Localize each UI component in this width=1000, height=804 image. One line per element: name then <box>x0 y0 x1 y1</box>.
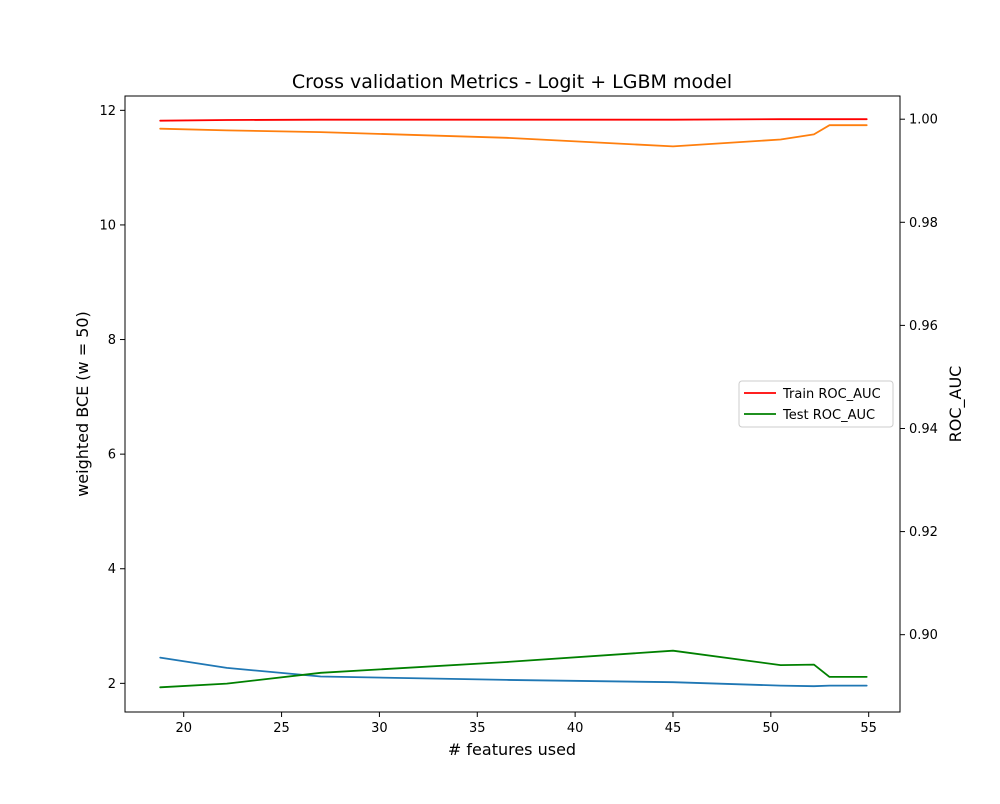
series-line-1 <box>159 124 868 148</box>
y-axis-right: 0.90 0.92 0.94 0.96 0.98 1.00 <box>900 113 938 643</box>
chart-title: Cross validation Metrics - Logit + LGBM … <box>292 71 732 93</box>
x-tick-label: 35 <box>469 721 486 736</box>
y-left-tick-label: 12 <box>99 104 116 119</box>
plot-frame <box>124 95 901 713</box>
y-right-tick-label: 0.90 <box>909 628 938 643</box>
plot-lines <box>159 118 868 689</box>
x-axis: 20 25 30 35 40 45 50 55 <box>175 712 877 736</box>
y-left-tick-label: 10 <box>99 218 116 233</box>
y-left-tick-label: 8 <box>108 333 116 348</box>
legend: Train ROC_AUC Test ROC_AUC <box>738 380 894 428</box>
x-tick-label: 45 <box>665 721 682 736</box>
y-right-tick-label: 0.96 <box>909 319 938 334</box>
y-right-tick-label: 1.00 <box>909 113 938 128</box>
series-line-2 <box>159 118 868 122</box>
x-axis-label: # features used <box>448 740 576 759</box>
y-axis-label-right: ROC_AUC <box>946 366 966 443</box>
x-tick-label: 30 <box>371 721 388 736</box>
legend-label: Train ROC_AUC <box>782 387 881 402</box>
legend-label: Test ROC_AUC <box>782 408 875 423</box>
x-tick-label: 50 <box>763 721 780 736</box>
y-right-tick-label: 0.94 <box>909 422 938 437</box>
y-left-tick-label: 6 <box>108 448 116 463</box>
series-line-3 <box>159 649 868 689</box>
x-tick-label: 40 <box>567 721 584 736</box>
x-tick-label: 25 <box>273 721 290 736</box>
y-right-tick-label: 0.98 <box>909 216 938 231</box>
x-tick-label: 20 <box>175 721 192 736</box>
x-tick-label: 55 <box>860 721 877 736</box>
y-axis-left: 2 4 6 8 10 12 <box>99 104 125 692</box>
y-right-tick-label: 0.92 <box>909 525 938 540</box>
y-left-tick-label: 4 <box>108 562 116 577</box>
y-left-tick-label: 2 <box>108 677 116 692</box>
y-axis-label-left: weighted BCE (w = 50) <box>73 311 92 497</box>
series-line-0 <box>159 656 868 688</box>
legend-box <box>738 380 894 428</box>
